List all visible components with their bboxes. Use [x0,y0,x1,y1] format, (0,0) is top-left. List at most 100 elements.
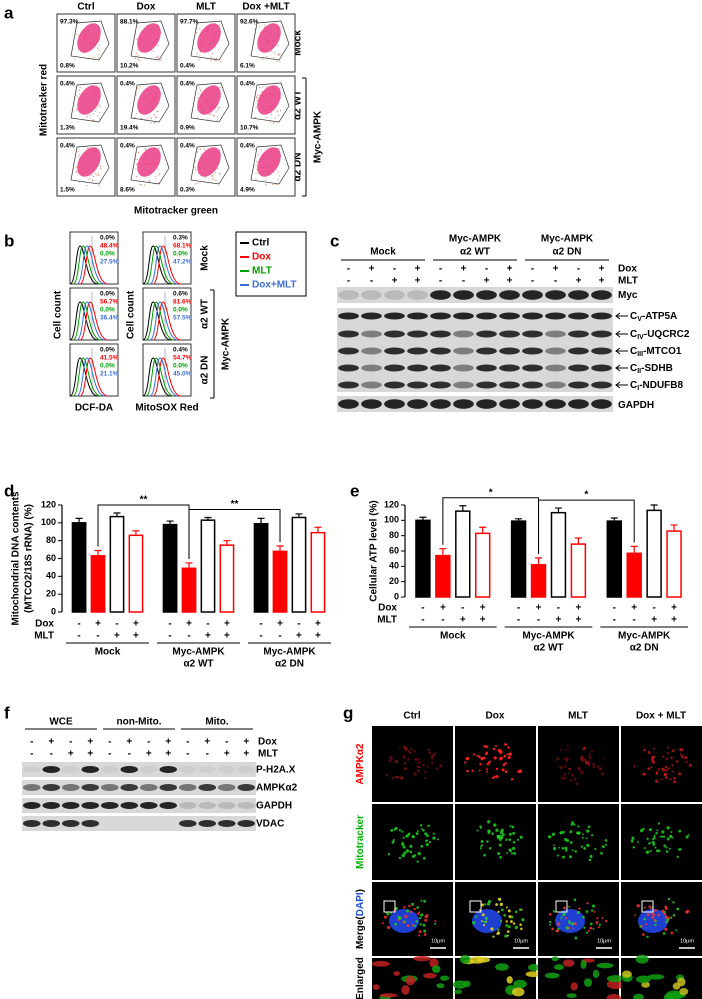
event-dot [89,114,91,117]
lower-percentage: 10.7% [240,125,259,132]
band-label-part: C [630,329,637,340]
signal-dot [478,769,481,772]
event-dot [78,93,81,95]
signal-dot [676,855,679,858]
signal-dot [571,821,575,825]
signal-dot [394,922,397,926]
signal-dot [485,745,488,749]
band-label-part: GAPDH [618,400,654,411]
event-dot [204,176,207,178]
histogram-curve [69,357,99,397]
sign: - [186,737,189,748]
blot-band [42,766,61,773]
signal-dot [499,919,503,922]
signal-dot [596,917,599,920]
blot-band [237,784,256,791]
significance-label: * [489,487,493,498]
signal-dot [578,769,581,772]
event-dot [278,114,280,116]
signal-dot [497,851,501,855]
blot-band [198,784,217,791]
band-label-part: C [630,380,637,391]
event-dot [98,174,100,176]
sign: - [613,615,616,626]
histogram-curve [72,301,102,341]
signal-dot [405,849,410,853]
blot-band [61,820,80,827]
blot-band [139,784,158,791]
signal-dot [502,763,506,767]
event-dot [78,89,81,92]
signal-dot [483,756,486,760]
event-dot [274,117,276,119]
signal-dot [508,838,512,842]
event-dot [257,94,259,96]
treatment-label: MLT [618,276,638,287]
event-dot [194,166,196,169]
blot-band [522,290,543,300]
event-dot [279,110,282,112]
row-label-part: DAPI [355,892,366,916]
signal-dot [668,847,671,850]
signal-dot [565,926,569,930]
blot-band [568,347,589,355]
event-dot [136,163,138,165]
y-tick-label: 120 [384,499,399,509]
sign: + [576,276,582,287]
micrograph [455,726,536,802]
histogram-percentage: 21.1% [100,371,119,378]
group-label: Mock [95,647,121,658]
sign: - [30,737,33,748]
signal-dot [503,754,507,758]
blot-band [545,381,566,389]
event-dot [135,164,137,166]
sign: + [556,615,562,626]
signal-dot [497,748,502,753]
band-label-part: -NDUFB8 [639,380,683,391]
signal-dot [418,934,421,937]
histogram-frame [69,231,119,285]
signal-dot [643,847,646,850]
upper-percentage: 0.4% [120,81,135,88]
signal-dot [570,922,575,926]
signal-dot [415,832,419,836]
signal-dot [667,916,671,920]
signal-dot [663,773,667,777]
signal-dot [578,907,581,910]
histogram-percentage: 68.1% [173,243,192,250]
blot-band [407,312,428,320]
event-dot [152,50,154,52]
event-dot [255,164,257,166]
signal-dot [602,757,605,760]
group-label: Myc-AMPK [263,647,316,658]
band-label-part: III [637,351,643,358]
histogram-percentage: 0.0% [173,363,188,370]
sign: - [77,631,80,642]
y-tick-label: 100 [384,515,399,525]
blot-band [430,381,451,389]
blot-band [100,802,119,809]
event-dot [98,44,100,46]
signal-dot [396,775,400,779]
signal-dot [665,850,669,853]
panel-label: b [4,231,14,250]
event-dot [199,148,201,150]
signal-dot [561,776,564,780]
signal-dot [666,752,669,755]
signal-dot [422,829,425,832]
signal-dot [519,835,523,839]
band-label: Myc [618,290,638,301]
event-dot [86,147,88,149]
sign: - [187,631,190,642]
event-dot [98,57,100,60]
gate [190,82,230,123]
blot-band [453,381,474,389]
sign: - [421,615,424,626]
event-dot [98,49,100,51]
bar [109,515,125,613]
signal-dot [634,914,637,917]
histogram-frame [142,343,192,397]
blot-band [81,802,100,809]
cell-cloud [77,147,101,177]
